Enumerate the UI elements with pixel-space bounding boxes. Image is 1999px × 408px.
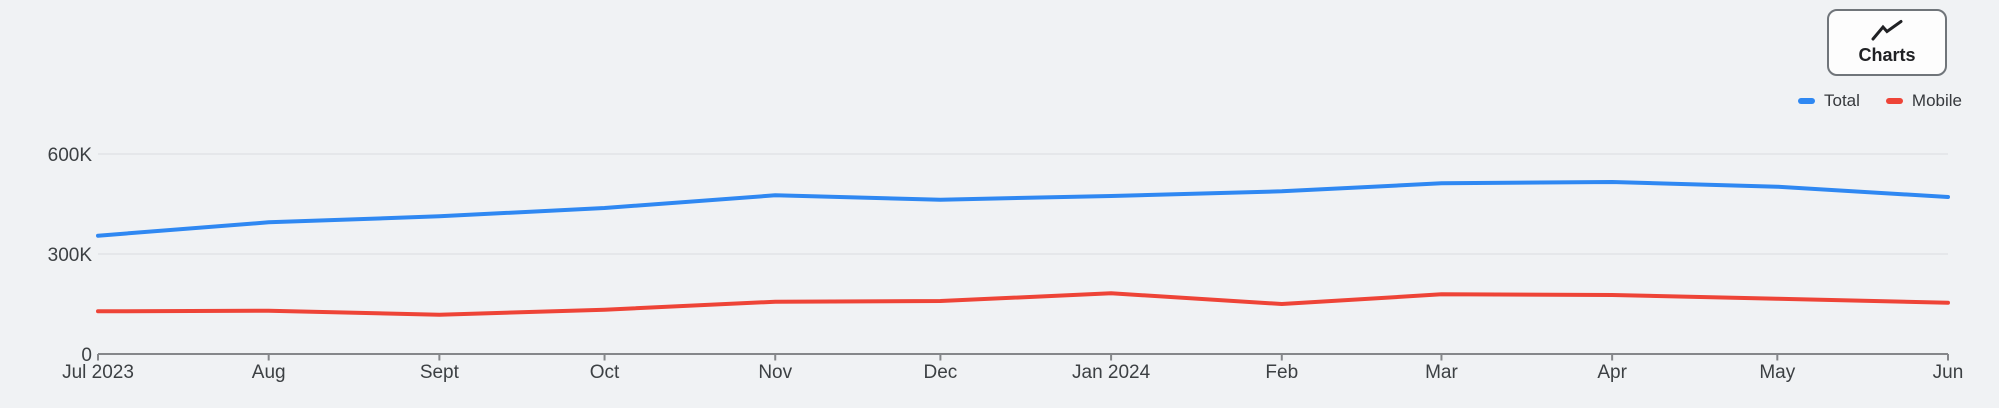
y-axis-label: 0 <box>81 345 92 366</box>
x-axis-label: Oct <box>590 362 620 383</box>
charts-button-label: Charts <box>1858 45 1916 65</box>
x-axis-label: Jan 2024 <box>1072 362 1151 383</box>
x-axis-label: Dec <box>924 362 958 383</box>
x-axis-label: Aug <box>252 362 286 383</box>
x-axis-label: Nov <box>758 362 792 383</box>
mobile-legend-marker <box>1885 98 1903 104</box>
x-axis-label: Jul 2023 <box>62 362 134 383</box>
y-axis-label: 300K <box>48 245 93 266</box>
x-axis-label: Sept <box>420 362 460 383</box>
total-legend-marker <box>1797 98 1815 104</box>
x-axis-label: May <box>1759 362 1795 383</box>
y-axis-label: 600K <box>48 145 93 166</box>
total-legend-label: Total <box>1823 91 1860 110</box>
mobile-legend-label: Mobile <box>1911 91 1962 110</box>
x-axis-label: Mar <box>1425 362 1458 383</box>
chart-legend: Total Mobile <box>1797 91 1962 111</box>
series-line-total <box>96 180 1950 238</box>
x-axis-label: Jun <box>1933 362 1964 383</box>
x-axis-label: Feb <box>1265 362 1298 383</box>
series-line-mobile <box>96 291 1950 317</box>
charts-button[interactable]: Charts <box>1827 9 1947 76</box>
legend-item-mobile[interactable]: Mobile <box>1885 91 1962 111</box>
trend-line-icon <box>1870 19 1904 42</box>
x-axis-label: Apr <box>1597 362 1627 383</box>
legend-item-total[interactable]: Total <box>1797 91 1860 111</box>
